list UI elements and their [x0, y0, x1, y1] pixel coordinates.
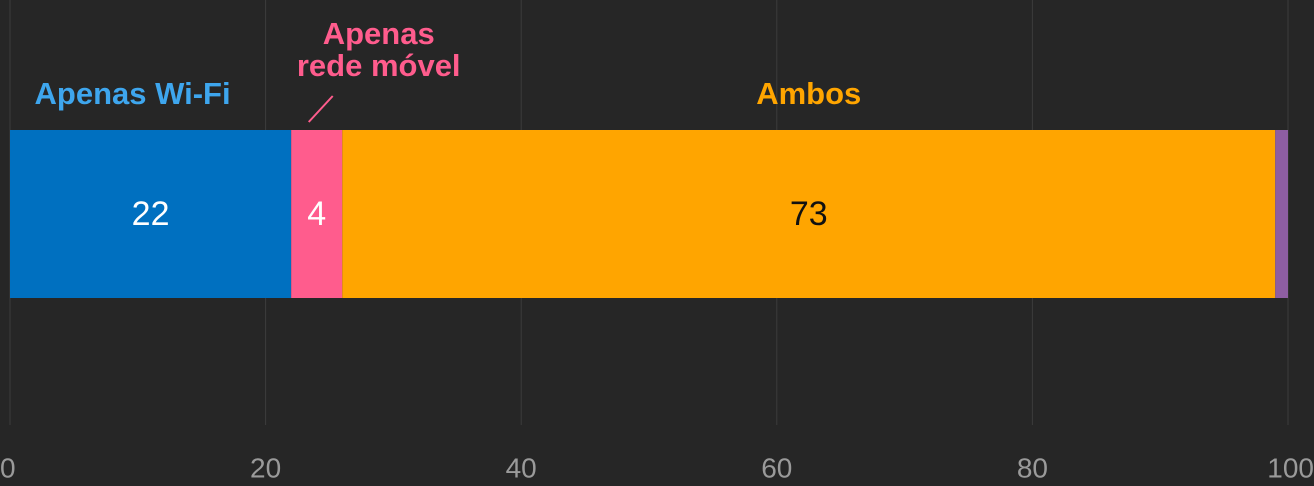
x-tick-label: 40	[506, 452, 537, 483]
segment-name: Ambos	[756, 76, 862, 111]
data-label: 4	[307, 195, 326, 233]
x-tick-label: 0	[0, 452, 16, 483]
data-label: 73	[790, 195, 828, 233]
bar-segment	[291, 130, 343, 298]
segment-name: Apenas rede móvel	[296, 16, 461, 83]
x-tick-label: 80	[1017, 452, 1048, 483]
segment-name: Apenas Wi-Fi	[34, 76, 231, 111]
x-tick-label: 60	[761, 452, 792, 483]
leader-line	[307, 95, 334, 123]
data-label: 22	[132, 195, 170, 233]
bar-segment	[342, 130, 1276, 298]
x-tick-label: 100	[1267, 452, 1314, 483]
bar-segment	[10, 130, 292, 298]
x-tick-label: 20	[250, 452, 281, 483]
bar-segment	[1275, 130, 1288, 298]
